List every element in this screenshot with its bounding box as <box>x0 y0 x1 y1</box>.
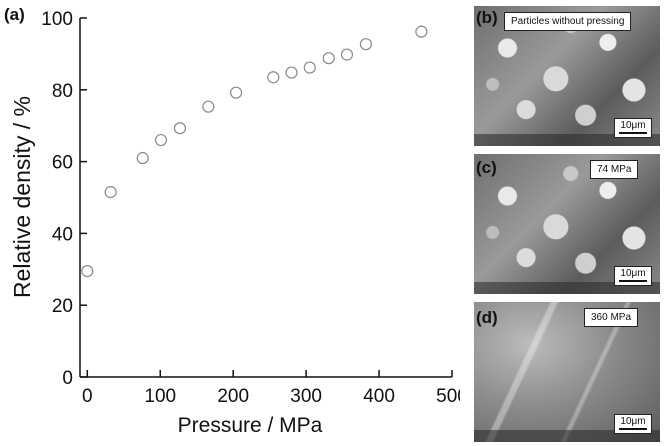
data-point <box>81 264 94 278</box>
micrograph-caption: 360 MPa <box>584 308 639 327</box>
data-points <box>81 25 428 278</box>
panel-label-b: (b) <box>476 8 498 27</box>
micrograph-c: 74 MPa 10μm <box>474 154 660 294</box>
data-point <box>359 38 373 51</box>
data-point <box>136 151 149 165</box>
data-point <box>229 86 243 99</box>
data-point <box>267 71 280 84</box>
y-tick-label: 20 <box>52 296 73 317</box>
density-pressure-chart: 0 100 200 300 400 500 0 20 40 60 80 100 Pressure / … <box>4 5 460 437</box>
micrograph-caption: 74 MPa <box>590 160 639 179</box>
x-axis-label: Pressure / MPa <box>178 414 323 437</box>
data-point <box>415 25 428 38</box>
scale-bar-box: 10μm <box>614 266 652 286</box>
micrograph-b: Particles without pressing 10μm <box>474 6 660 146</box>
data-point <box>104 186 117 199</box>
scale-bar <box>619 132 647 134</box>
data-point <box>303 61 316 74</box>
plot-axes <box>79 18 452 378</box>
micrograph-caption: Particles without pressing <box>504 12 632 31</box>
micrograph-d: 360 MPa 10μm <box>474 302 660 442</box>
data-point <box>173 122 187 135</box>
scale-bar <box>619 280 647 282</box>
x-tick-label: 200 <box>217 386 249 407</box>
x-tick-label: 300 <box>290 386 322 407</box>
data-point <box>322 52 335 65</box>
scale-bar <box>619 428 647 430</box>
x-tick-label: 0 <box>82 386 93 407</box>
scale-bar-label: 10μm <box>620 416 646 427</box>
axis-ticks: 0 100 200 300 400 500 0 20 40 60 80 100 <box>41 9 460 407</box>
scale-bar-label: 10μm <box>620 268 646 279</box>
panel-label-c: (c) <box>476 158 497 177</box>
data-point <box>202 100 215 113</box>
scale-bar-box: 10μm <box>614 118 652 138</box>
data-point <box>154 133 168 147</box>
x-tick-label: 400 <box>363 386 395 407</box>
x-tick-label: 500 <box>436 386 460 407</box>
sem-info-strip <box>474 430 660 442</box>
y-tick-label: 0 <box>62 368 73 389</box>
panel-label-d: (d) <box>476 308 498 327</box>
scale-bar-box: 10μm <box>614 414 652 434</box>
y-tick-label: 100 <box>41 9 73 30</box>
y-tick-label: 60 <box>52 153 73 174</box>
y-tick-label: 80 <box>52 81 73 102</box>
y-axis-label: Relative density / % <box>9 96 35 298</box>
sem-info-strip <box>474 134 660 146</box>
y-tick-label: 40 <box>52 224 73 245</box>
data-point <box>285 66 298 79</box>
sem-info-strip <box>474 282 660 294</box>
scale-bar-label: 10μm <box>620 120 646 131</box>
data-point <box>340 48 354 61</box>
x-tick-label: 100 <box>144 386 176 407</box>
panel-label-a: (a) <box>4 5 25 24</box>
